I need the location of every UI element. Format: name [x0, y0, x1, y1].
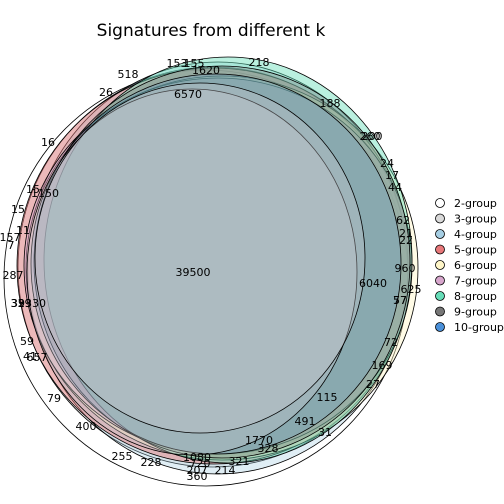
- region-count-label: 39: [11, 297, 25, 310]
- region-count-label: 720: [190, 457, 211, 470]
- set-ellipse-9-group: [33, 65, 411, 459]
- region-count-label: 155: [184, 57, 205, 70]
- region-count-label: 17: [385, 169, 399, 182]
- region-count-label: 62: [396, 214, 410, 227]
- region-labels: 39500 6570 6040 2330 1770 1620 1150 1080 960 720 6…: [0, 56, 422, 483]
- legend-label: 3-group: [454, 213, 497, 226]
- region-count-label: 16: [41, 136, 55, 149]
- legend-label: 5-group: [454, 244, 497, 257]
- region-count-label: 1620: [192, 64, 220, 77]
- region-count-label: 27: [366, 378, 380, 391]
- region-count-label: 200: [362, 130, 383, 143]
- legend-swatch: [435, 229, 445, 239]
- region-count-label: 21: [399, 227, 413, 240]
- region-count-label: 6040: [359, 277, 387, 290]
- region-count-label: 360: [187, 470, 208, 483]
- region-count-label: 1080: [183, 451, 211, 464]
- region-count-label: 22: [399, 234, 413, 247]
- region-count-label: 207: [187, 464, 208, 477]
- set-ellipse-8-group: [43, 56, 413, 464]
- legend-swatch: [435, 213, 445, 224]
- set-ellipse-6-group: [25, 75, 419, 461]
- region-count-label: 153: [167, 57, 188, 70]
- region-count-label: 11: [16, 224, 30, 237]
- region-count-label: 24: [380, 157, 394, 170]
- region-count-label: 328: [258, 442, 279, 455]
- region-count-label: 491: [295, 415, 316, 428]
- region-count-label: 657: [27, 351, 48, 364]
- legend-label: 2-group: [454, 197, 497, 210]
- region-count-label: 77: [393, 294, 407, 307]
- set-ellipse-4-group: [27, 61, 409, 475]
- legend-swatch: [435, 291, 445, 301]
- region-count-label: 321: [229, 455, 250, 468]
- region-count-label: 339: [11, 297, 32, 310]
- legend-label: 4-group: [454, 228, 497, 241]
- region-count-label: 214: [215, 464, 236, 477]
- region-count-label: 255: [112, 450, 133, 463]
- region-count-label: 26: [99, 86, 113, 99]
- legend-swatch: [435, 260, 445, 270]
- legend-swatch: [435, 306, 445, 317]
- region-count-label: 2330: [18, 297, 46, 310]
- inner-ellipse-1: [26, 88, 358, 456]
- region-count-label: 72: [384, 336, 398, 349]
- region-count-label: 15: [11, 203, 25, 216]
- legend-label: 6-group: [454, 259, 497, 272]
- region-count-label: 228: [141, 456, 162, 469]
- region-count-label: 39500: [176, 266, 211, 279]
- region-count-label: 31: [318, 426, 332, 439]
- region-count-label: 6570: [174, 88, 202, 101]
- region-count-label: 157: [0, 231, 21, 244]
- region-count-label: 41: [23, 350, 37, 363]
- legend: 2-group 3-group 4-group 5-group 6-group 7-gro…: [435, 197, 504, 334]
- region-count-label: 59: [20, 335, 34, 348]
- region-count-label: 79: [47, 392, 61, 405]
- region-count-label: 518: [118, 68, 139, 81]
- set-ellipse-5-group: [16, 67, 412, 465]
- region-count-label: 188: [320, 97, 341, 110]
- set-ellipse-10-group: [30, 73, 402, 455]
- region-count-label: 7: [8, 239, 15, 252]
- region-count-label: 960: [395, 262, 416, 275]
- region-count-label: 625: [401, 283, 422, 296]
- inner-ellipse-2: [34, 82, 366, 434]
- region-count-label: 1150: [31, 187, 59, 200]
- legend-swatch: [435, 322, 445, 332]
- legend-label: 8-group: [454, 290, 497, 303]
- legend-label: 9-group: [454, 306, 497, 319]
- legend-swatch: [435, 244, 445, 255]
- set-ellipses: [3, 56, 419, 487]
- region-count-label: 287: [3, 269, 24, 282]
- region-count-label: 1770: [245, 434, 273, 447]
- legend-swatch: [435, 198, 445, 208]
- legend-label: 10-group: [454, 321, 504, 334]
- region-count-label: 57: [393, 294, 407, 307]
- region-count-label: 115: [317, 391, 338, 404]
- region-count-label: 44: [388, 181, 402, 194]
- chart-title: Signatures from different k: [97, 21, 326, 41]
- region-count-label: 15: [26, 183, 40, 196]
- legend-swatch: [435, 275, 445, 286]
- region-count-label: 169: [372, 359, 393, 372]
- region-count-label: 218: [249, 56, 270, 69]
- region-count-label: 400: [76, 420, 97, 433]
- region-count-label: 260: [360, 130, 381, 143]
- legend-label: 7-group: [454, 275, 497, 288]
